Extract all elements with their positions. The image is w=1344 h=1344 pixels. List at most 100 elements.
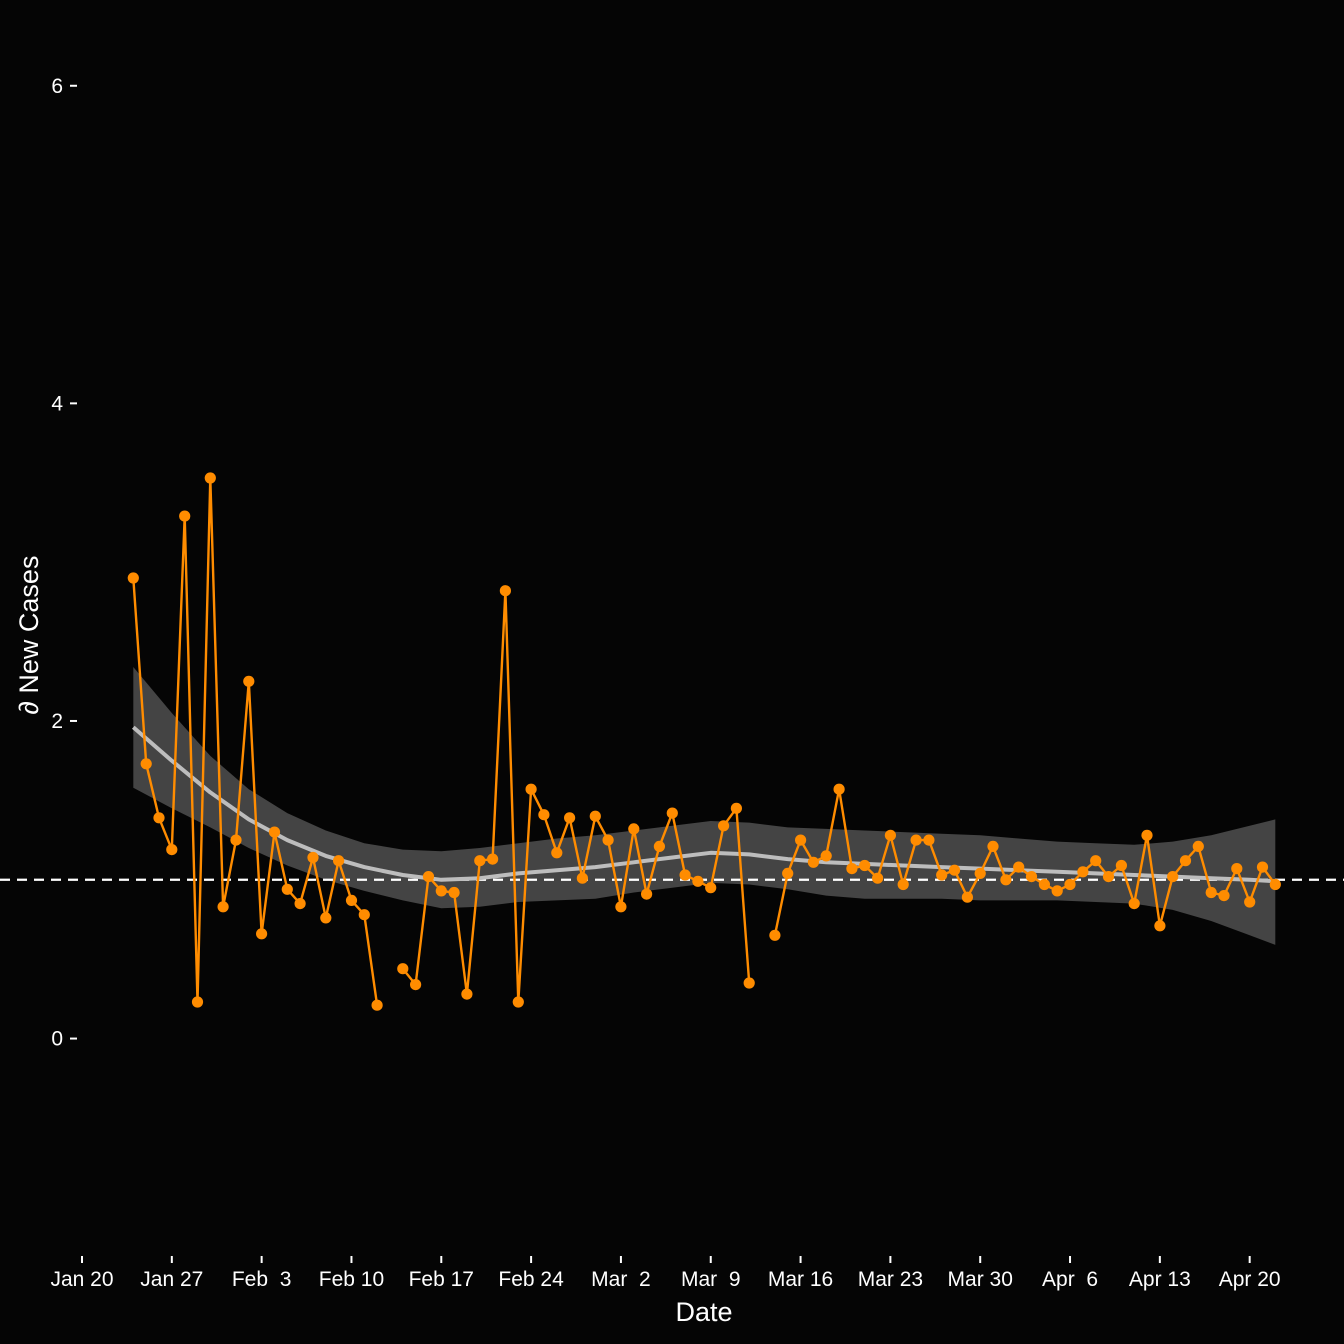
data-point xyxy=(1000,874,1012,886)
x-tick-label: Mar 9 xyxy=(681,1268,741,1291)
data-point xyxy=(1192,840,1204,853)
data-point xyxy=(769,929,781,941)
data-point xyxy=(602,834,614,846)
data-point xyxy=(666,807,678,819)
y-axis-title: ∂ New Cases xyxy=(14,556,44,715)
data-point xyxy=(1013,861,1025,873)
data-point xyxy=(1090,855,1102,867)
x-tick-label: Feb 24 xyxy=(498,1268,564,1291)
data-point xyxy=(422,871,435,883)
x-tick-label: Feb 17 xyxy=(409,1268,474,1291)
data-point xyxy=(127,572,139,584)
x-tick-label: Mar 2 xyxy=(591,1268,651,1291)
data-point xyxy=(294,898,306,910)
data-point xyxy=(1115,859,1127,872)
data-point xyxy=(782,867,794,880)
data-point xyxy=(820,850,832,862)
data-point xyxy=(641,888,653,900)
data-point xyxy=(551,847,563,859)
data-point xyxy=(230,834,242,846)
data-point xyxy=(1218,890,1230,902)
data-point xyxy=(961,891,974,903)
data-point xyxy=(615,901,627,913)
y-tick-label: 4 xyxy=(51,392,63,415)
data-point xyxy=(1064,878,1076,891)
observed-points-layer xyxy=(127,472,1281,1011)
data-point xyxy=(217,901,229,913)
data-point xyxy=(1244,896,1256,908)
data-point xyxy=(974,867,986,880)
data-point xyxy=(1038,878,1050,891)
x-tick-label: Mar 30 xyxy=(948,1268,1013,1291)
data-point xyxy=(461,988,473,1000)
data-point xyxy=(525,783,537,795)
data-point xyxy=(628,823,640,835)
data-point xyxy=(948,864,961,876)
data-point xyxy=(859,859,871,872)
x-tick-label: Jan 20 xyxy=(50,1268,113,1291)
x-tick-label: Apr 20 xyxy=(1219,1268,1281,1291)
data-point xyxy=(474,855,486,867)
x-axis-title: Date xyxy=(675,1297,732,1327)
data-point xyxy=(1179,855,1192,867)
data-point xyxy=(512,996,524,1008)
data-point xyxy=(499,585,511,597)
data-point xyxy=(807,856,820,868)
data-point xyxy=(1051,885,1063,897)
x-tick-label: Apr 13 xyxy=(1129,1268,1191,1291)
data-point xyxy=(410,979,422,991)
data-point xyxy=(358,909,370,921)
y-tick-label: 0 xyxy=(51,1028,63,1051)
data-point xyxy=(833,783,845,795)
y-axis: 0 2 4 6 xyxy=(51,75,77,1051)
data-point xyxy=(705,882,717,894)
data-point xyxy=(281,883,293,895)
data-point xyxy=(243,675,255,687)
data-point xyxy=(923,834,935,846)
data-point xyxy=(653,840,666,853)
data-point xyxy=(1269,878,1281,891)
data-point xyxy=(435,885,447,897)
data-point xyxy=(576,872,589,884)
data-point xyxy=(897,878,909,891)
x-tick-label: Mar 23 xyxy=(858,1268,923,1291)
data-point xyxy=(1141,829,1153,841)
data-point xyxy=(448,886,460,899)
data-point xyxy=(1077,866,1089,878)
data-point xyxy=(1231,863,1243,875)
data-point xyxy=(872,872,884,884)
data-point xyxy=(320,912,332,924)
data-point xyxy=(589,810,601,822)
data-point xyxy=(307,851,319,864)
data-point xyxy=(1256,861,1269,873)
data-point xyxy=(345,894,358,907)
data-point xyxy=(936,869,948,881)
data-point xyxy=(1128,898,1140,910)
data-point xyxy=(1205,886,1217,899)
x-tick-label: Jan 27 xyxy=(140,1268,203,1291)
data-point xyxy=(743,977,755,989)
data-point xyxy=(1025,871,1038,883)
smooth-line xyxy=(131,725,1276,884)
data-point xyxy=(730,802,743,814)
data-point xyxy=(256,928,268,940)
y-tick-label: 6 xyxy=(51,75,63,98)
data-point xyxy=(191,996,204,1008)
data-point xyxy=(153,812,165,824)
data-point xyxy=(1167,871,1179,883)
series-line xyxy=(132,476,379,1006)
data-point xyxy=(564,812,576,824)
data-point xyxy=(487,853,499,865)
data-point xyxy=(679,869,691,881)
data-point xyxy=(1154,920,1166,932)
data-point xyxy=(204,472,216,484)
data-point xyxy=(371,999,383,1011)
data-point xyxy=(397,963,409,975)
x-tick-label: Feb 10 xyxy=(319,1268,384,1291)
data-point xyxy=(987,840,999,853)
data-point xyxy=(795,834,807,846)
data-point xyxy=(1102,871,1115,883)
data-point xyxy=(179,510,191,522)
data-point xyxy=(268,826,281,838)
